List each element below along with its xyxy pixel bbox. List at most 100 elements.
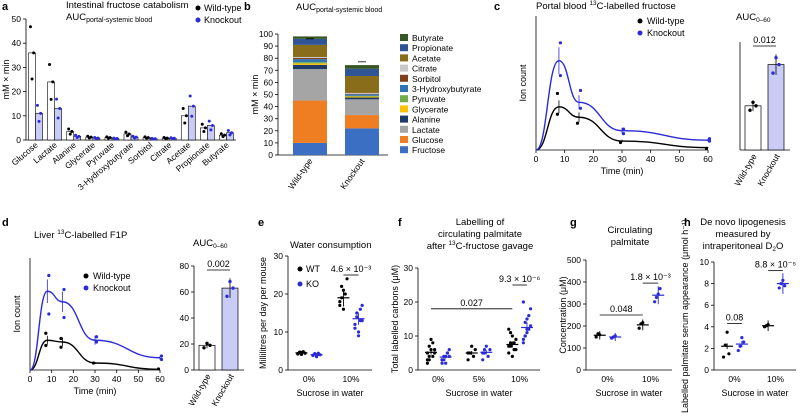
panel-a-point [207, 119, 211, 123]
legend-c: Wild-type Knockout [637, 16, 685, 38]
panel-d-inset-y-tick-label: 20 [180, 339, 190, 349]
panel-c-inset-point [748, 108, 752, 112]
panel-f-data-point [488, 348, 492, 352]
panel-b-segment [293, 59, 327, 63]
panel-c-x-tick-label: 40 [646, 154, 656, 164]
panel-c-data-point [578, 88, 583, 93]
panel-b-category-label: Wild-type [286, 156, 315, 191]
panel-label-e: e [258, 217, 264, 229]
panel-e-data-point [340, 284, 344, 288]
panel-g-xlabel: Sucrose in water [595, 388, 662, 398]
legend-a-ko: Knockout [204, 15, 242, 25]
panel-a-point [172, 136, 176, 140]
panel-d-inset-y-tick-label: 40 [180, 313, 190, 323]
panel-label-d: d [2, 217, 9, 229]
panel-f-data-point [427, 358, 431, 362]
panel-b-segment [345, 93, 379, 95]
panel-label-c: c [494, 1, 500, 13]
panel-c-title: Portal blood 13C-labelled fructose [536, 0, 676, 12]
panel-f-pvalue: 0.027 [460, 298, 483, 308]
panel-f-data-point [514, 337, 518, 341]
panel-c-inset-title: AUC0–60 [736, 12, 771, 24]
panel-b-legend-swatch [400, 125, 408, 133]
panel-f-data-point [482, 348, 487, 352]
legend-c-ko: Knockout [647, 28, 685, 38]
panel-d-data-point [91, 361, 96, 365]
panel-a-point [228, 133, 232, 137]
panel-g-y-tick-label: 200 [567, 321, 581, 331]
panel-a-point [209, 128, 213, 132]
legend-c-ko-marker [637, 30, 643, 36]
panel-d-inset-point [202, 346, 206, 350]
panel-h-data-point [740, 336, 744, 340]
panel-c-data-point [558, 73, 563, 78]
panel-a-point [30, 77, 34, 81]
panel-d-x-tick-label: 30 [90, 374, 100, 384]
panel-g-pvalue: 1.8 × 10⁻³ [630, 272, 671, 282]
panel-a-point [37, 119, 41, 123]
panel-d-data-point [47, 312, 51, 316]
panel-h-y-tick-label: 2 [704, 343, 709, 353]
panel-a-point [35, 103, 39, 107]
panel-f-title-1: Labelling of [456, 217, 505, 228]
panel-e-data-point [338, 303, 342, 307]
panel-d-inset-bar [221, 287, 239, 371]
panel-g-data-point [653, 300, 657, 304]
panel-a-point [39, 111, 43, 115]
panel-d-data-point [62, 315, 66, 320]
panel-g-y-tick-label: 100 [567, 343, 581, 353]
legend-c-wt: Wild-type [647, 16, 685, 26]
panel-a-point [49, 97, 53, 101]
panel-g-pvalue: 0.048 [610, 304, 633, 314]
panel-a-point [181, 107, 185, 111]
panel-h-data-point [727, 352, 731, 356]
panel-f-data-point [425, 361, 430, 365]
panel-d-data-point [59, 336, 63, 341]
panel-f-data-point [470, 344, 474, 348]
panel-b-legend-label: Acetate [412, 53, 441, 63]
panel-c-data-point [575, 121, 580, 125]
panel-a-point [153, 137, 157, 141]
panel-a-point [210, 123, 214, 127]
panel-d-inset-y-tick-label: 0 [184, 365, 189, 375]
panel-f-data-point [471, 354, 476, 358]
legend-a: Wild-type Knockout [195, 3, 242, 25]
panel-d-inset-category-label: Knockout [209, 371, 236, 407]
panel-a-bar [180, 115, 189, 141]
panel-f-data-point [484, 344, 488, 348]
panel-a-bar [28, 52, 36, 141]
panel-c-inset-point [751, 100, 755, 104]
panel-f-title-3: after 13C-fructose gavage [427, 240, 534, 252]
panel-a-point [202, 130, 206, 134]
panel-label-b: b [244, 1, 251, 13]
panel-h-y-tick-label: 0 [704, 365, 709, 375]
panel-e-data-point [353, 326, 357, 330]
panel-h-pvalue: 8.8 × 10⁻⁵ [755, 260, 797, 270]
panel-c-data-point [578, 106, 583, 110]
legend-a-ko-marker [195, 17, 201, 23]
panel-c-inset-category-label: Knockout [755, 151, 782, 187]
panel-c-ylabel: Ion count [518, 64, 528, 102]
panel-h-title-2: measured by [716, 229, 771, 240]
panel-f-data-point [507, 327, 511, 331]
panel-c-inset-bar [767, 64, 785, 151]
legend-d-ko-marker [83, 285, 89, 291]
panel-d-data-point [44, 343, 48, 348]
legend-e-ko-marker [297, 281, 303, 287]
panel-a-point [48, 62, 52, 66]
panel-c-x-tick-label: 30 [617, 154, 627, 164]
panel-a-point [134, 135, 138, 139]
panel-a-point [108, 136, 112, 140]
panel-a-bar [187, 105, 196, 141]
panel-g-data-point [637, 326, 641, 330]
panel-b-legend-label: Lactate [412, 125, 440, 135]
panel-g-y-tick-label: 500 [567, 255, 581, 265]
panel-h-group-label: 10% [767, 374, 784, 384]
panel-e-ylabel: Millilitres per day per mouse [258, 257, 268, 369]
panel-f-group-label: 5% [473, 374, 486, 384]
panel-a-point [223, 133, 227, 137]
panel-b-segment [345, 65, 379, 69]
panel-b-legend-swatch [400, 85, 408, 92]
